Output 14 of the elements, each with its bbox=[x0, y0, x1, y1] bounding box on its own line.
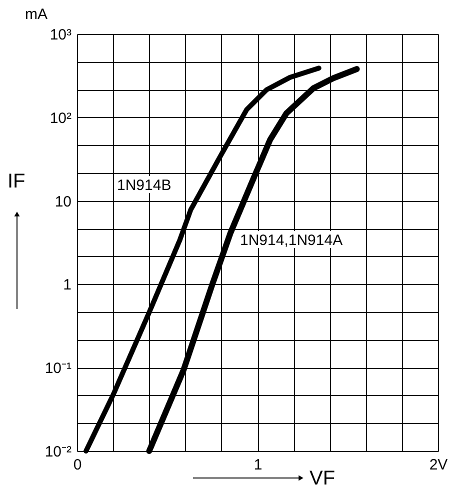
y-tick-label: 10⁻² bbox=[44, 444, 72, 460]
y-tick-label: 10⁻¹ bbox=[44, 360, 72, 378]
text: mA bbox=[25, 6, 48, 23]
y-tick-label: 1 bbox=[63, 276, 72, 294]
y-tick-label: 10 bbox=[54, 193, 72, 210]
y-tick-label: 10³ bbox=[50, 26, 72, 44]
annotation: 1N914B bbox=[117, 177, 172, 194]
x-tick-label: 1 bbox=[254, 456, 262, 474]
y-tick-label: 10² bbox=[50, 110, 72, 127]
x-tick-label: 2V bbox=[429, 456, 448, 474]
x-tick-label: 0 bbox=[73, 456, 82, 474]
x-axis-title: VF bbox=[310, 468, 336, 490]
y-axis-title: IF bbox=[8, 170, 26, 192]
annotation: 1N914,1N914A bbox=[240, 232, 343, 249]
